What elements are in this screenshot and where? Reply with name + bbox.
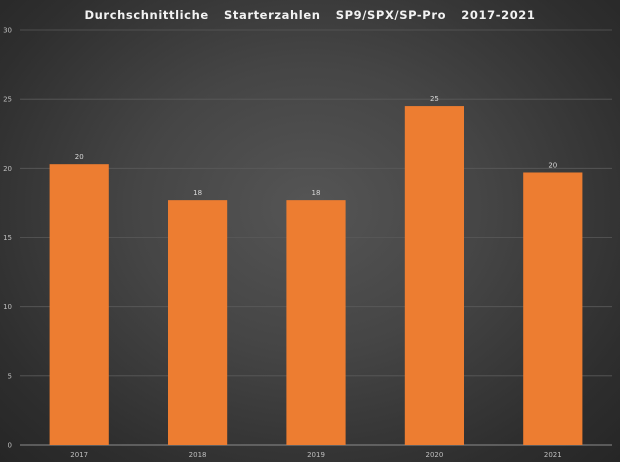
bar — [49, 164, 109, 445]
data-label: 20 — [548, 161, 557, 169]
y-tick-label: 25 — [3, 96, 12, 104]
bar — [404, 106, 464, 445]
bar — [168, 200, 228, 445]
x-tick-label: 2018 — [189, 451, 207, 459]
y-tick-label: 20 — [3, 165, 12, 173]
x-tick-label: 2019 — [307, 451, 325, 459]
x-tick-label: 2017 — [70, 451, 88, 459]
data-label: 25 — [430, 95, 439, 103]
x-tick-label: 2021 — [544, 451, 562, 459]
y-tick-label: 15 — [3, 234, 12, 242]
y-tick-label: 10 — [3, 303, 12, 311]
bar — [286, 200, 346, 445]
y-tick-label: 0 — [8, 442, 12, 450]
bar — [523, 172, 583, 445]
y-tick-label: 5 — [8, 372, 12, 380]
chart-title: Durchschnittliche Starterzahlen SP9/SPX/… — [84, 8, 536, 22]
y-tick-label: 30 — [3, 27, 12, 35]
data-label: 18 — [312, 189, 321, 197]
data-label: 18 — [193, 189, 202, 197]
x-tick-label: 2020 — [425, 451, 443, 459]
data-label: 20 — [75, 153, 84, 161]
